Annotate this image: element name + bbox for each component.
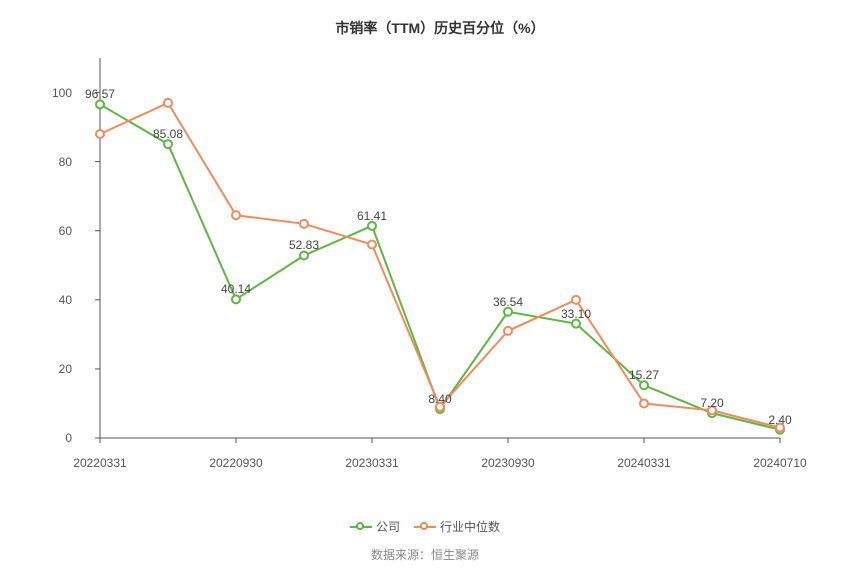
x-tick-label: 20240710 <box>753 456 806 470</box>
plot-area: 0204060801002022033120220930202303312023… <box>80 48 800 448</box>
data-label: 36.54 <box>493 295 523 309</box>
y-tick-label: 60 <box>59 224 72 238</box>
legend-label: 公司 <box>376 518 400 535</box>
x-tick-label: 20220930 <box>209 456 262 470</box>
data-label: 15.27 <box>629 368 659 382</box>
y-tick-label: 100 <box>52 86 72 100</box>
x-tick-label: 20240331 <box>617 456 670 470</box>
x-tick-label: 20230331 <box>345 456 398 470</box>
data-label: 96.57 <box>85 88 115 102</box>
y-tick-label: 80 <box>59 155 72 169</box>
data-label: 61.41 <box>357 209 387 223</box>
source-text: 数据来源：恒生聚源 <box>0 546 850 563</box>
chart-svg <box>80 48 800 448</box>
data-label: 85.08 <box>153 127 183 141</box>
data-label: 2.40 <box>768 413 791 427</box>
legend-item-company[interactable]: 公司 <box>350 518 400 535</box>
data-label: 7.20 <box>700 396 723 410</box>
data-label: 40.14 <box>221 283 251 297</box>
y-tick-label: 0 <box>65 431 72 445</box>
x-tick-label: 20220331 <box>73 456 126 470</box>
legend: 公司 行业中位数 <box>0 518 850 535</box>
chart-title: 市销率（TTM）历史百分位（%） <box>80 18 800 38</box>
legend-label: 行业中位数 <box>440 518 500 535</box>
legend-item-industry-median[interactable]: 行业中位数 <box>414 518 500 535</box>
legend-swatch-company <box>350 521 372 533</box>
data-label: 33.10 <box>561 307 591 321</box>
x-tick-label: 20230930 <box>481 456 534 470</box>
data-label: 8.40 <box>428 392 451 406</box>
chart-container: 市销率（TTM）历史百分位（%） 02040608010020220331202… <box>0 0 850 575</box>
y-tick-label: 20 <box>59 362 72 376</box>
y-tick-label: 40 <box>59 293 72 307</box>
data-label: 52.83 <box>289 239 319 253</box>
legend-swatch-industry-median <box>414 521 436 533</box>
